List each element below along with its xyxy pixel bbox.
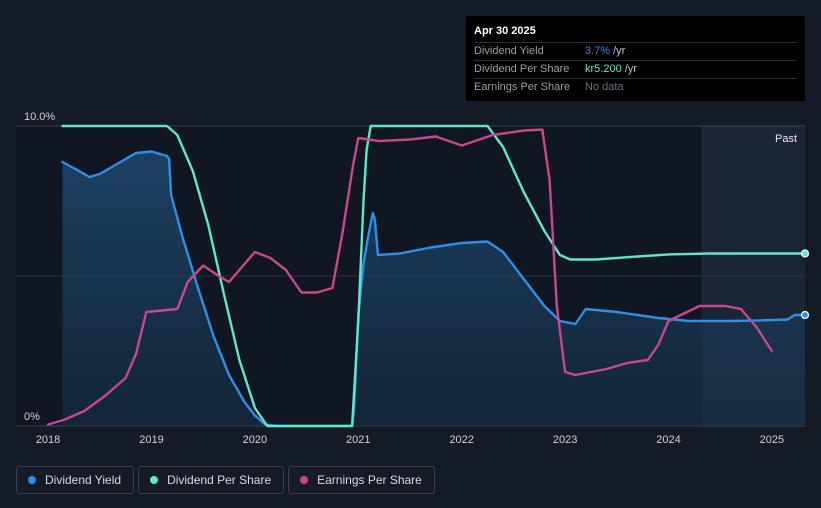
legend-item-earnings-per-share[interactable]: Earnings Per Share bbox=[288, 466, 435, 494]
tooltip-value-earnings-per-share: No data bbox=[585, 81, 624, 93]
x-tick-label: 2025 bbox=[760, 434, 784, 446]
legend-item-dividend-per-share[interactable]: Dividend Per Share bbox=[138, 466, 285, 494]
earnings-per-share-line bbox=[46, 128, 774, 426]
x-tick-label: 2018 bbox=[36, 434, 60, 446]
legend-label: Dividend Per Share bbox=[167, 473, 272, 487]
tooltip-unit: /yr bbox=[624, 63, 637, 75]
tooltip-panel: Apr 30 2025 Dividend Yield 3.7% /yr Divi… bbox=[466, 16, 805, 101]
legend: Dividend Yield Dividend Per Share Earnin… bbox=[16, 466, 435, 494]
dividend-per-share-line bbox=[61, 124, 807, 428]
x-tick-label: 2024 bbox=[656, 434, 680, 446]
legend-dot-icon bbox=[150, 476, 159, 484]
tooltip-unit: /yr bbox=[613, 45, 626, 57]
tooltip-row-earnings-per-share: Earnings Per Share No data bbox=[474, 78, 797, 96]
dividend-yield-area bbox=[62, 151, 805, 426]
dividend-yield-end-marker bbox=[800, 310, 810, 320]
x-tick-label: 2021 bbox=[346, 434, 370, 446]
y-tick-label: 0% bbox=[24, 411, 40, 423]
tooltip-label: Earnings Per Share bbox=[474, 81, 570, 93]
x-tick-label: 2022 bbox=[449, 434, 473, 446]
tooltip-row-dividend-per-share: Dividend Per Share kr5.200 /yr bbox=[474, 60, 797, 78]
dividend-per-share-end-marker bbox=[800, 249, 810, 258]
x-tick-label: 2023 bbox=[553, 434, 577, 446]
x-tick-label: 2019 bbox=[139, 434, 163, 446]
past-label: Past bbox=[775, 133, 797, 145]
legend-label: Dividend Yield bbox=[45, 473, 122, 487]
legend-dot-icon bbox=[28, 476, 36, 484]
y-tick-label: 10.0% bbox=[24, 111, 55, 123]
tooltip-value-dividend-yield: 3.7% bbox=[585, 45, 611, 57]
tooltip-date: Apr 30 2025 bbox=[474, 25, 536, 37]
x-tick-label: 2020 bbox=[243, 434, 267, 446]
tooltip-label: Dividend Yield bbox=[474, 45, 544, 57]
tooltip-value-dividend-per-share: kr5.200 bbox=[585, 63, 622, 75]
tooltip-row-dividend-yield: Dividend Yield 3.7% /yr bbox=[474, 42, 797, 60]
legend-label: Earnings Per Share bbox=[317, 473, 422, 487]
legend-item-dividend-yield[interactable]: Dividend Yield bbox=[16, 466, 135, 494]
legend-dot-icon bbox=[300, 476, 309, 484]
tooltip-label: Dividend Per Share bbox=[474, 63, 570, 75]
dividend-yield-line bbox=[61, 150, 807, 428]
